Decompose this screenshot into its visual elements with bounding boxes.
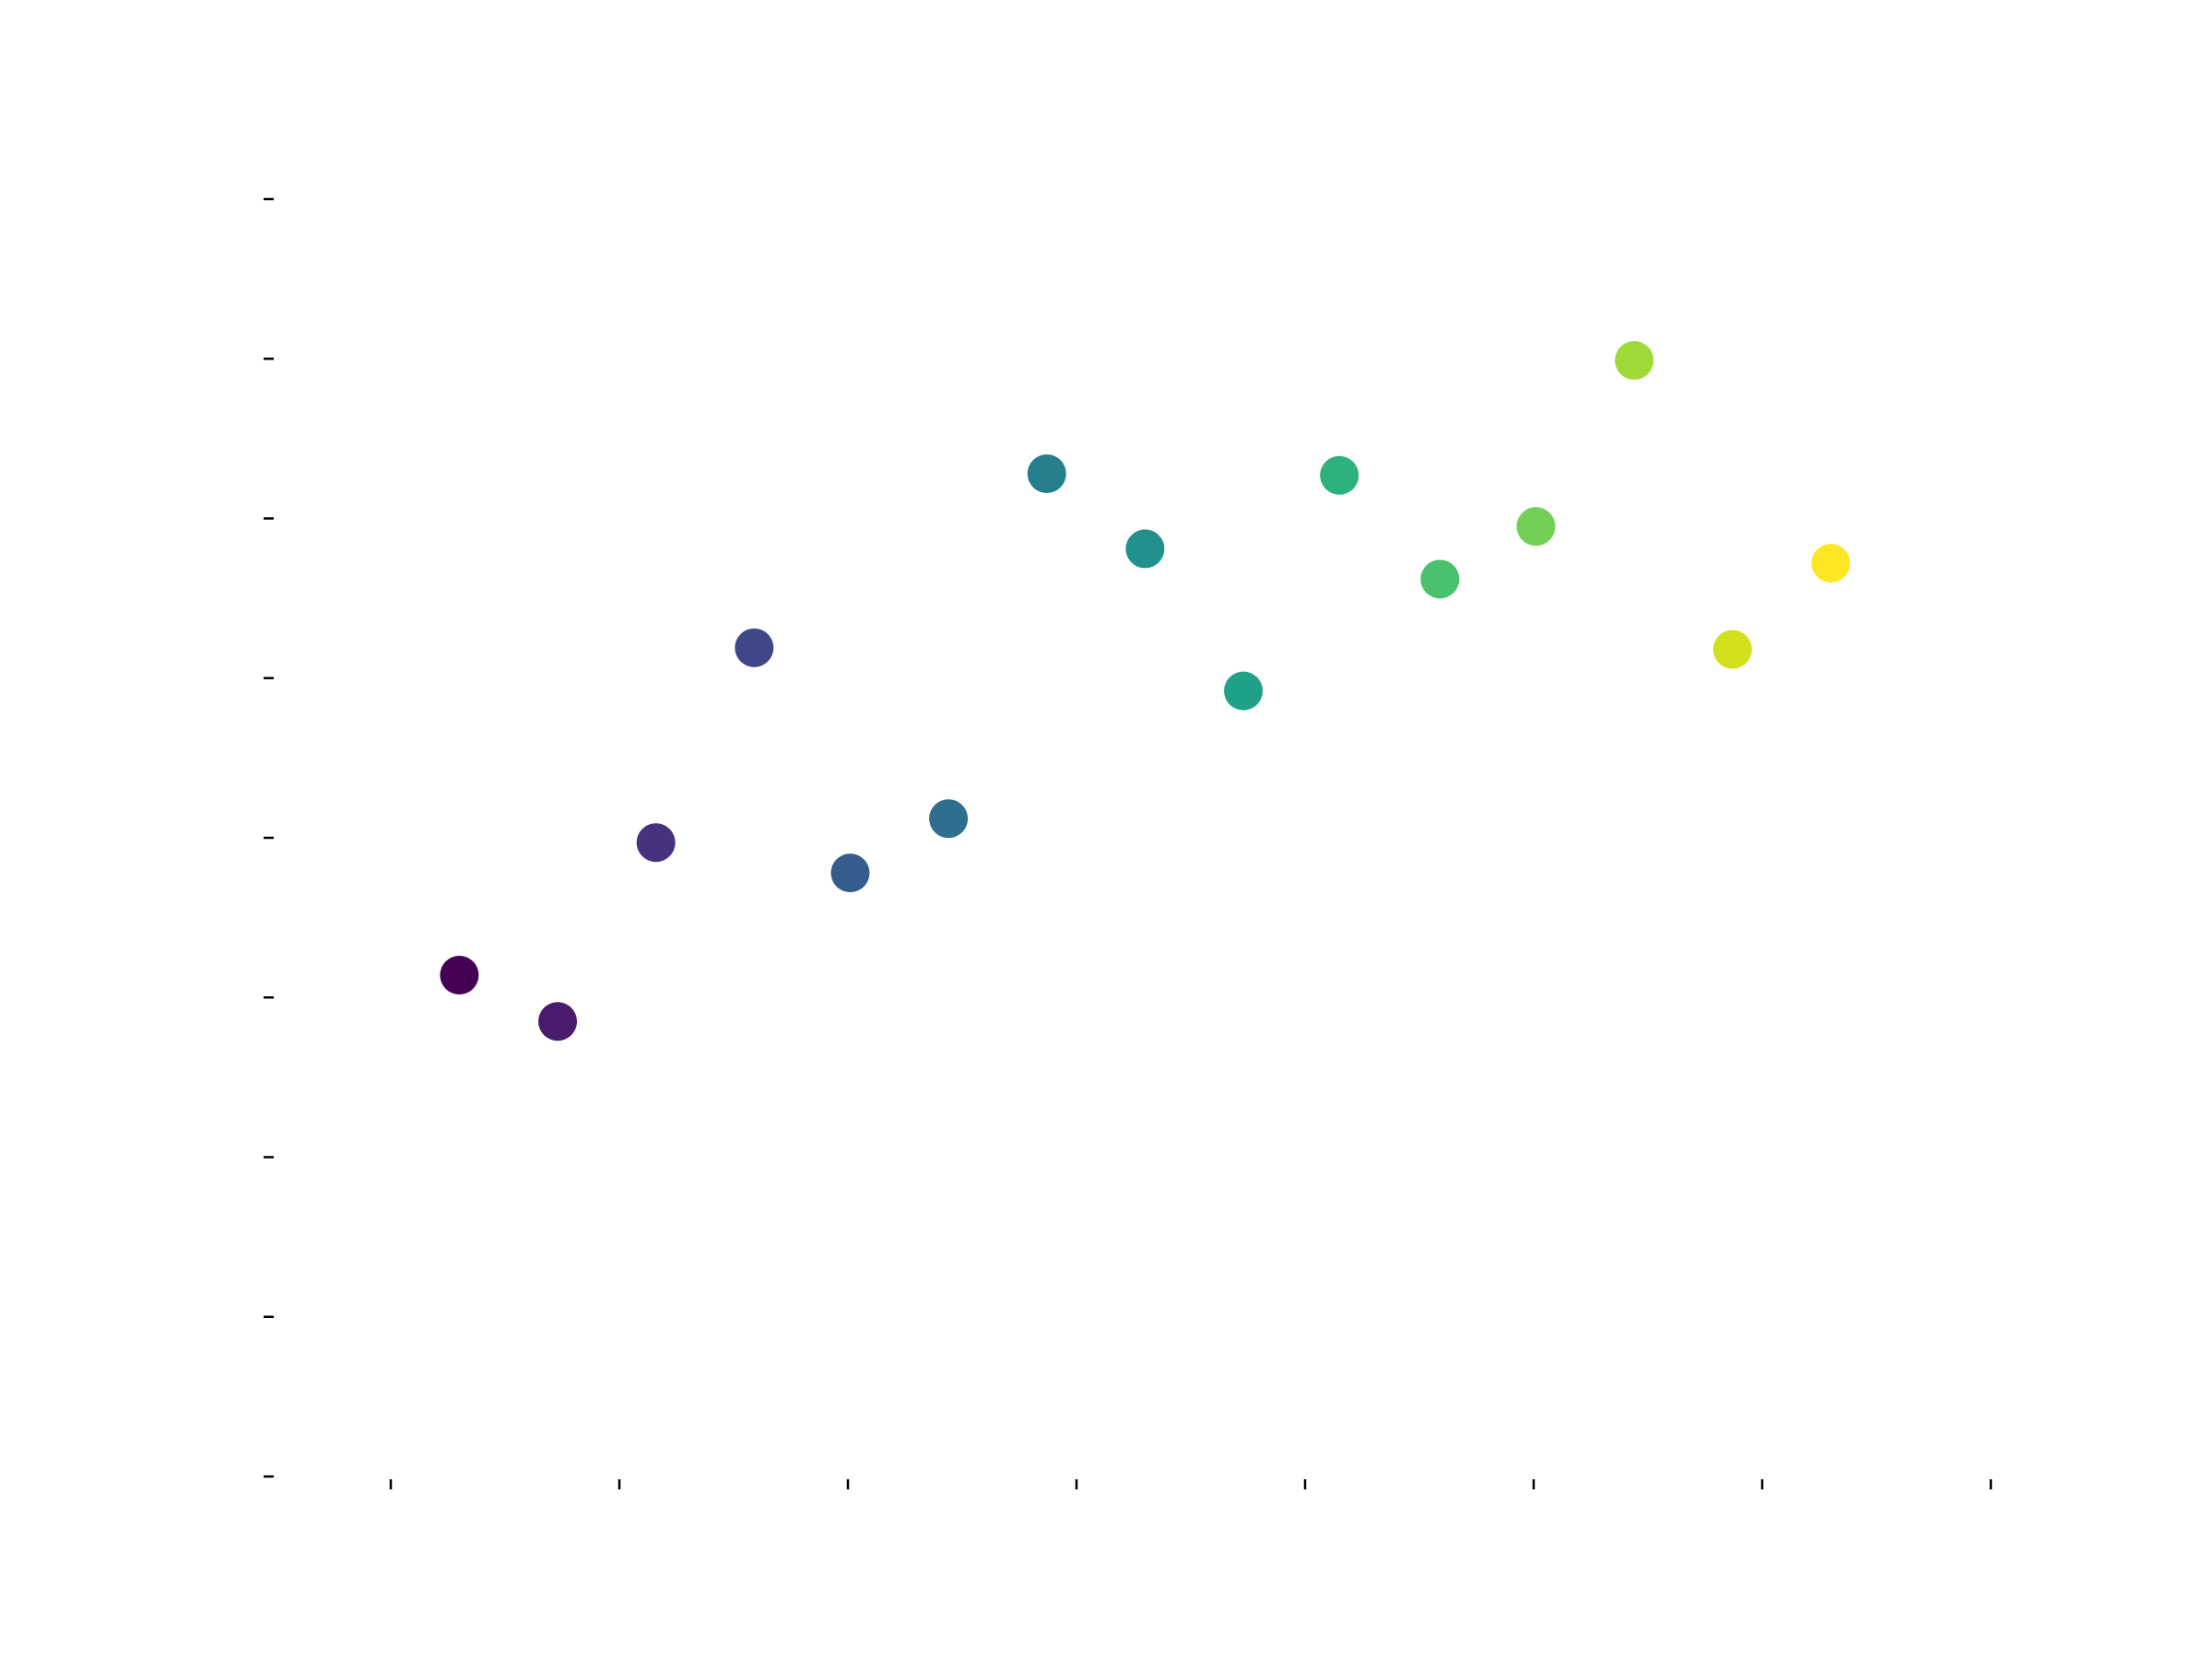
scatter-point [735,628,774,667]
scatter-point [1516,507,1556,547]
scatter-point [830,853,870,893]
scatter-point [636,823,676,863]
scatter-point [1712,629,1752,669]
scatter-point [1615,340,1654,380]
scatter-point [1125,529,1165,569]
scatter-point [1224,671,1264,711]
scatter-point [929,799,969,839]
scatter-point [1320,455,1359,495]
scatter-point [1027,453,1066,493]
scatter-point [1811,544,1851,583]
scatter-point [440,955,479,994]
scatter-point [1420,559,1460,599]
scatter-point [538,1002,578,1041]
